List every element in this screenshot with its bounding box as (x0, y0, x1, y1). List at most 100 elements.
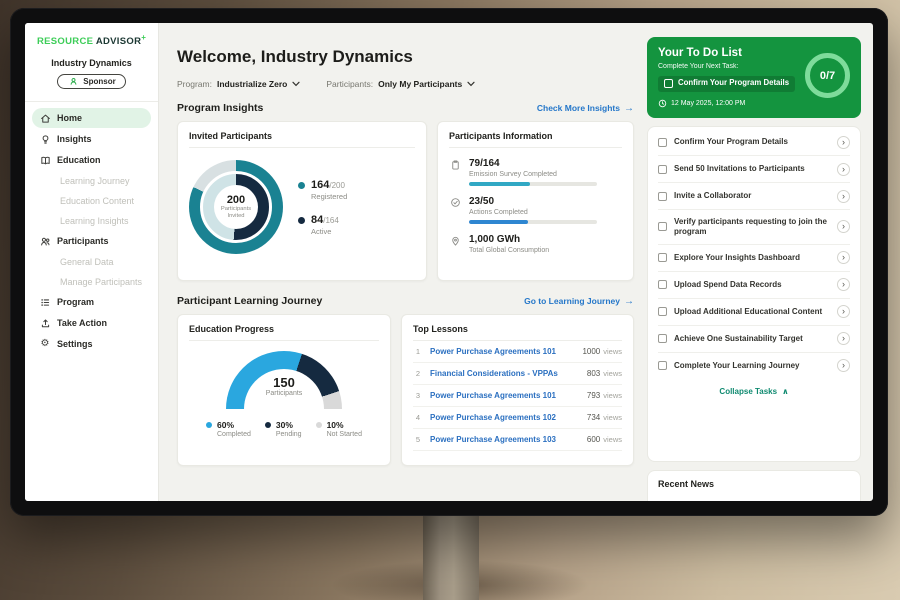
donut-center-value: 200 (226, 193, 246, 206)
sidebar-item-learning-insights[interactable]: Learning Insights (32, 211, 151, 230)
sidebar-item-education[interactable]: Education (32, 150, 151, 170)
go-to-learning-journey-label: Go to Learning Journey (524, 296, 620, 306)
go-to-learning-journey-link[interactable]: Go to Learning Journey → (524, 296, 634, 307)
sidebar-item-label: Insights (57, 134, 92, 145)
legend-value: 60% (217, 420, 235, 430)
gauge-center-value: 150 (273, 375, 295, 390)
sidebar-item-label: Participants (57, 236, 109, 247)
task-label: Upload Additional Educational Content (674, 306, 823, 316)
lesson-link[interactable]: Power Purchase Agreements 103 (430, 435, 556, 444)
lesson-row: 1 Power Purchase Agreements 101 1000 view… (413, 341, 622, 363)
task-row[interactable]: Explore Your Insights Dashboard › (658, 245, 850, 272)
task-chevron-button[interactable]: › (837, 359, 850, 373)
lesson-views-label: views (603, 435, 622, 444)
task-checkbox[interactable] (658, 280, 667, 290)
sidebar-item-education-content[interactable]: Education Content (32, 191, 151, 210)
arrow-right-icon: → (624, 295, 634, 307)
legend-total: /164 (323, 215, 339, 225)
task-checkbox[interactable] (658, 222, 667, 232)
task-label: Send 50 Invitations to Participants (674, 163, 805, 173)
task-chevron-button[interactable]: › (837, 305, 850, 319)
main-content: Welcome, Industry Dynamics Program: Indu… (177, 37, 634, 501)
todo-task-list-card: Confirm Your Program Details › Send 50 I… (647, 126, 861, 462)
stat-label: Total Global Consumption (469, 247, 550, 254)
lesson-link[interactable]: Financial Considerations - VPPAs (430, 369, 558, 378)
participants-icon (39, 236, 51, 247)
stat-label: Actions Completed (469, 209, 528, 216)
task-chevron-button[interactable]: › (837, 162, 850, 176)
chevron-down-icon (292, 81, 300, 87)
participants-dropdown[interactable]: Participants: Only My Participants (326, 79, 475, 89)
lesson-link[interactable]: Power Purchase Agreements 101 (430, 391, 556, 400)
lesson-link[interactable]: Power Purchase Agreements 102 (430, 413, 556, 422)
task-checkbox[interactable] (658, 137, 667, 147)
recent-news-title: Recent News (658, 479, 715, 489)
next-task-row[interactable]: Confirm Your Program Details (658, 75, 796, 92)
lesson-views-label: views (603, 391, 622, 400)
task-checkbox[interactable] (658, 361, 667, 371)
task-chevron-button[interactable]: › (837, 278, 850, 292)
lesson-rank: 1 (415, 347, 421, 356)
program-dropdown[interactable]: Program: Industrialize Zero (177, 79, 300, 89)
task-checkbox[interactable] (658, 307, 667, 317)
task-chevron-button[interactable]: › (837, 251, 850, 265)
legend-item-active: 84/164 Active (298, 214, 347, 236)
collapse-tasks-label: Collapse Tasks (719, 386, 778, 396)
task-row[interactable]: Verify participants requesting to join t… (658, 210, 850, 245)
collapse-tasks-link[interactable]: Collapse Tasks ∧ (658, 379, 850, 402)
lesson-views: 600 (586, 435, 601, 444)
task-label: Explore Your Insights Dashboard (674, 252, 800, 262)
task-checkbox[interactable] (658, 191, 667, 201)
task-row[interactable]: Send 50 Invitations to Participants › (658, 156, 850, 183)
sidebar-item-manage-participants[interactable]: Manage Participants (32, 272, 151, 291)
next-task-checkbox[interactable] (664, 79, 673, 88)
legend-dot (264, 422, 271, 428)
sidebar-item-home[interactable]: Home (32, 108, 151, 129)
stat-actions-completed: 23/50 Actions Completed (449, 196, 622, 224)
task-chevron-button[interactable]: › (837, 220, 850, 234)
task-checkbox[interactable] (658, 164, 667, 174)
sidebar-item-label: Education (57, 155, 101, 166)
task-row[interactable]: Complete Your Learning Journey › (658, 353, 850, 379)
task-row[interactable]: Invite a Collaborator › (658, 183, 850, 210)
task-chevron-button[interactable]: › (837, 135, 850, 149)
task-chevron-button[interactable]: › (837, 332, 850, 346)
legend-value: 84 (311, 213, 324, 226)
clipboard-icon (449, 158, 461, 186)
task-checkbox[interactable] (658, 334, 667, 344)
legend-item-not-started: 10% Not Started (315, 420, 362, 438)
sidebar-item-label: Program (57, 297, 95, 308)
sidebar-item-program[interactable]: Program (32, 292, 151, 312)
next-task-due: 12 May 2025, 12:00 PM (658, 99, 850, 108)
gear-icon: ⚙ (40, 337, 50, 349)
lesson-views: 1000 (582, 347, 601, 356)
stat-value: 79/164 (469, 158, 500, 169)
sidebar-item-take-action[interactable]: Take Action (32, 313, 151, 333)
task-chevron-button[interactable]: › (837, 189, 850, 203)
sidebar-item-insights[interactable]: Insights (32, 129, 151, 149)
check-more-insights-link[interactable]: Check More Insights → (537, 103, 634, 114)
task-row[interactable]: Achieve One Sustainability Target › (658, 326, 850, 353)
task-row[interactable]: Confirm Your Program Details › (658, 129, 850, 156)
task-checkbox[interactable] (658, 253, 667, 263)
todo-progress-value: 0/7 (819, 69, 836, 82)
chevron-up-icon: ∧ (782, 386, 789, 396)
lesson-link[interactable]: Power Purchase Agreements 101 (430, 347, 556, 356)
task-row[interactable]: Upload Additional Educational Content › (658, 299, 850, 326)
task-row[interactable]: Upload Spend Data Records › (658, 272, 850, 299)
person-icon (67, 77, 79, 86)
sidebar-item-learning-journey[interactable]: Learning Journey (32, 171, 151, 190)
lesson-rank: 5 (415, 435, 421, 444)
sidebar-item-general-data[interactable]: General Data (32, 252, 151, 271)
sidebar-item-participants[interactable]: Participants (32, 231, 151, 251)
sidebar-item-settings[interactable]: ⚙ Settings (32, 334, 151, 353)
sponsor-badge-label: Sponsor (83, 77, 116, 87)
clock-icon (658, 99, 667, 108)
todo-progress-ring: 0/7 (805, 53, 850, 98)
lesson-row: 3 Power Purchase Agreements 101 793 views (413, 385, 622, 407)
brand-plus: + (141, 33, 147, 42)
participants-dropdown-value: Only My Participants (378, 79, 463, 89)
arrow-right-icon: → (624, 102, 634, 114)
lesson-rank: 2 (415, 369, 421, 378)
